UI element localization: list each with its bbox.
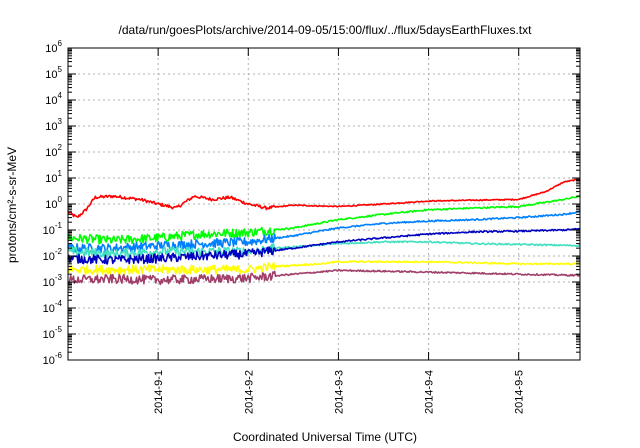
plot-frame	[67, 47, 581, 361]
grid-lines	[68, 48, 580, 360]
x-tick-label: 2014-9-5	[514, 370, 526, 414]
series-line	[67, 260, 581, 275]
y-tick-label: 105	[45, 65, 62, 81]
y-tick-label: 102	[45, 143, 62, 159]
x-axis-title: Coordinated Universal Time (UTC)	[233, 430, 417, 444]
x-tick-label: 2014-9-3	[333, 370, 345, 414]
series-line	[67, 178, 581, 218]
axes: 10-6 10-5 10-4 10-3 10-2 10-1 100 101 102 103 104 1…	[43, 39, 581, 414]
y-axis-title: protons/cm²-s-sr-MeV	[5, 147, 19, 263]
y-tick-label: 10-3	[43, 273, 63, 289]
y-tick-label: 101	[45, 169, 62, 185]
chart-title: /data/run/goesPlots/archive/2014-09-05/1…	[119, 23, 533, 37]
y-tick-label: 10-2	[43, 247, 63, 263]
series-line	[67, 227, 581, 265]
y-tick-label: 10-4	[43, 299, 63, 315]
y-tick-label: 10-6	[43, 351, 63, 367]
series-line	[67, 194, 581, 245]
series-line	[67, 210, 581, 254]
series-line	[68, 268, 581, 286]
x-tick-label: 2014-9-4	[424, 370, 436, 414]
y-tick-label: 10-1	[43, 221, 63, 237]
x-tick-label: 2014-9-2	[243, 370, 255, 414]
y-tick-label: 106	[45, 39, 62, 55]
series-layer	[67, 178, 581, 286]
y-tick-label: 103	[45, 117, 62, 133]
y-tick-label: 104	[45, 91, 62, 107]
y-tick-label: 100	[45, 195, 62, 211]
x-tick-label: 2014-9-1	[153, 370, 165, 414]
y-tick-label: 10-5	[43, 325, 63, 341]
